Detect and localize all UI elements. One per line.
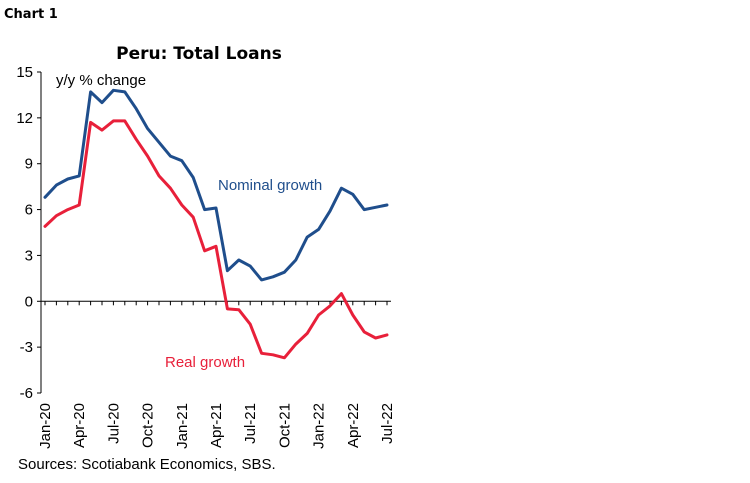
source-note: Sources: Scotiabank Economics, SBS. xyxy=(18,456,276,473)
y-tick-label: 12 xyxy=(16,110,33,127)
y-tick-label: 15 xyxy=(16,64,33,81)
x-tick-label: Apr-21 xyxy=(208,403,225,448)
y-unit-label: y/y % change xyxy=(56,72,146,89)
y-tick-label: -6 xyxy=(20,385,33,402)
x-tick-label: Oct-20 xyxy=(140,403,157,448)
y-tick-label: 3 xyxy=(25,247,33,264)
x-tick-label: Apr-22 xyxy=(345,403,362,448)
chart-label: Chart 1 xyxy=(4,7,58,22)
series-layer xyxy=(43,88,389,360)
series-label-real: Real growth xyxy=(165,354,245,371)
x-tick-label: Jul-21 xyxy=(242,403,259,444)
chart-title: Peru: Total Loans xyxy=(116,44,282,64)
y-tick-label: 9 xyxy=(25,156,33,173)
x-tick-label: Jul-20 xyxy=(105,403,122,444)
x-tick-label: Jan-22 xyxy=(311,403,328,449)
y-tick-label: 6 xyxy=(25,202,33,219)
x-tick-label: Jan-21 xyxy=(174,403,191,449)
y-tick-label: -3 xyxy=(20,339,33,356)
x-tick-label: Apr-20 xyxy=(71,403,88,448)
series-line-real xyxy=(43,119,389,360)
series-label-nominal: Nominal growth xyxy=(218,177,322,194)
y-tick-label: 0 xyxy=(25,293,33,310)
x-tick-label: Jan-20 xyxy=(37,403,54,449)
series-line-nominal xyxy=(43,88,389,282)
x-tick-label: Jul-22 xyxy=(379,403,396,444)
x-axis: Jan-20 Apr-20 Jul-20 Oct-20 Jan-21 Apr-21 Jul-… xyxy=(37,300,396,449)
y-axis: 15 12 9 6 3 0 -3 -6 xyxy=(16,64,42,402)
x-tick-label: Oct-21 xyxy=(276,403,293,448)
